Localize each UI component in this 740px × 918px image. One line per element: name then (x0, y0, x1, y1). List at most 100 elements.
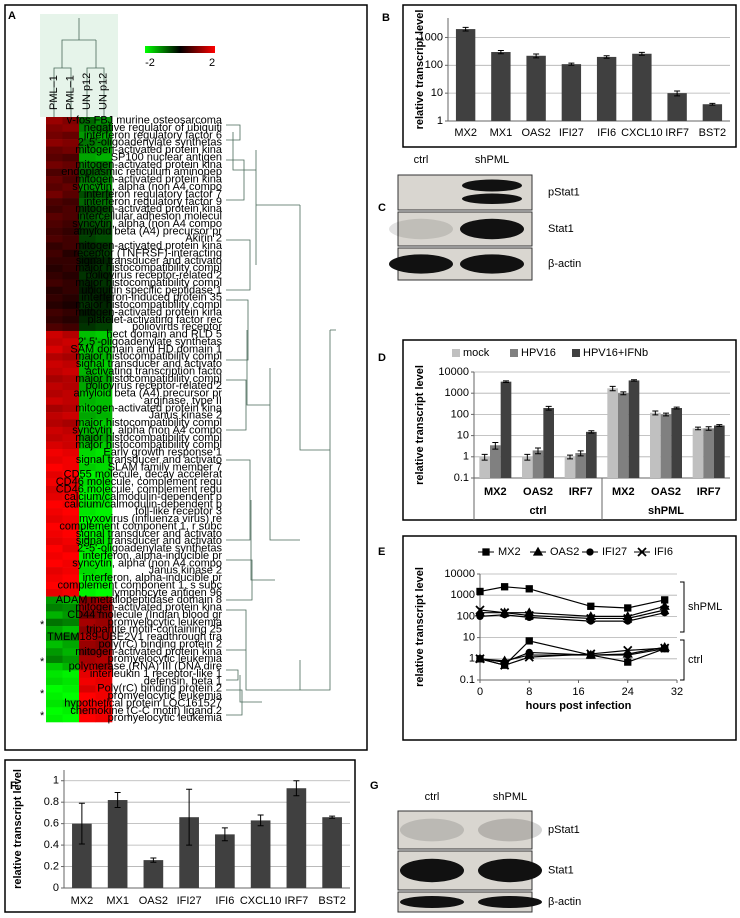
panel-frame (4, 4, 368, 751)
heatmap-cell (95, 618, 113, 627)
row-label: major histocompatibility compl (75, 262, 222, 274)
heatmap-cell (79, 515, 96, 524)
heatmap-cell (46, 389, 63, 398)
heatmap-cell (62, 190, 80, 199)
panel-frame (402, 4, 737, 148)
heatmap-cell (95, 685, 113, 693)
heatmap-cell (46, 257, 63, 265)
heatmap-cell (46, 404, 63, 413)
y-tick-label: 10000 (438, 366, 469, 378)
x-tick-label: OAS2 (523, 486, 553, 498)
bar (532, 450, 544, 478)
bar (72, 823, 92, 888)
row-label: hect domain and RLD 5 (106, 329, 222, 341)
heatmap-cell (62, 139, 80, 147)
row-label: lymphocyte antigen 96 (112, 587, 222, 599)
marker (524, 610, 534, 621)
heatmap-cell (95, 707, 113, 715)
heatmap-cell (46, 316, 63, 324)
panel-letter: D (378, 352, 386, 364)
row-label: promyelocytic leukemia (108, 653, 223, 665)
panel-letter: G (370, 780, 379, 792)
heatmap-cell (46, 699, 63, 708)
error-bar (705, 426, 712, 431)
heatmap-cell (62, 500, 80, 509)
error-bar (150, 857, 157, 863)
heatmap-cell (46, 301, 63, 310)
heatmap-cell (95, 581, 113, 590)
error-bar (588, 430, 595, 434)
heatmap-cell (46, 153, 63, 162)
heatmap-cell (95, 316, 113, 324)
heatmap-cell (46, 493, 63, 501)
row-label: arginase, type II (144, 395, 222, 407)
heatmap-cell (62, 205, 80, 214)
group-label: ctrl (688, 654, 703, 666)
heatmap-cell (79, 559, 96, 568)
heatmap-cell (79, 404, 96, 413)
heatmap-cell (79, 426, 96, 435)
row-label: poliovirus receptor-related 2 (86, 270, 222, 282)
bar (322, 817, 342, 888)
heatmap-cell (62, 124, 80, 133)
heatmap-cell (62, 242, 80, 251)
heatmap-cell (62, 485, 80, 494)
heatmap-cell (62, 345, 80, 354)
heatmap-cell (79, 714, 96, 723)
column-dendrogram (53, 18, 105, 117)
x-tick-label: IRF7 (284, 895, 308, 907)
row-label: CD55 molecule, decay accelerat (64, 469, 222, 481)
bracket (680, 639, 685, 681)
x-axis-title: hours post infection (526, 700, 632, 712)
heatmap-cell (95, 692, 113, 701)
row-label: pStat1 (548, 186, 580, 198)
heatmap-cell (79, 441, 96, 450)
bar (479, 456, 490, 478)
heatmap-cell (62, 168, 80, 177)
heatmap-cell (46, 330, 63, 339)
error-bar (716, 424, 723, 427)
x-tick-label: IRF7 (697, 486, 721, 498)
row-label: SAM domain and HD domain 1 (70, 343, 222, 355)
blot-band (400, 858, 464, 883)
heatmap-cell (79, 567, 96, 575)
marker (624, 658, 632, 666)
row-label: major histocompatibility compl (75, 299, 222, 311)
heatmap-cell (95, 626, 113, 634)
panel-letter: B (382, 12, 390, 24)
heatmap-cell (79, 412, 96, 420)
heatmap-cell (46, 338, 63, 347)
heatmap-cell (79, 640, 96, 649)
heatmap-cell (62, 640, 80, 649)
bar (667, 93, 687, 121)
heatmap-cell (46, 662, 63, 671)
y-tick-label: 1000 (451, 589, 475, 601)
row-label: syncytin, alpha (non A4 compo (72, 181, 222, 193)
marker (499, 608, 510, 618)
marker (624, 604, 632, 612)
heatmap-cell (95, 412, 113, 420)
heatmap-cell (62, 389, 80, 398)
row-label: mitogen-activated protein kina (75, 174, 223, 186)
row-label: mitogen-activated protein kina (75, 646, 223, 658)
heatmap-cell (62, 655, 80, 664)
error-bar (545, 405, 552, 411)
heatmap-cell (79, 522, 96, 531)
lane-label: shPML (475, 154, 509, 166)
heatmap-cell (62, 382, 80, 391)
heatmap-cell (62, 117, 80, 125)
heatmap-cell (79, 161, 96, 169)
y-axis-title: relative transcript level (12, 769, 24, 889)
panel-frame (4, 759, 356, 913)
heatmap-cell (46, 323, 63, 332)
column-label: PML–1 (65, 75, 77, 110)
heatmap-cell (79, 544, 96, 553)
legend-swatch (572, 349, 580, 357)
row-label: promyelocytic leukemia (108, 690, 223, 702)
heatmap-cell (46, 353, 63, 361)
heatmap-cell (95, 426, 113, 435)
row-label: v-fos FBJ murine osteosarcoma (67, 115, 223, 127)
blot-band (400, 818, 464, 842)
heatmap-cell (95, 463, 113, 472)
heatmap-cell (62, 537, 80, 546)
